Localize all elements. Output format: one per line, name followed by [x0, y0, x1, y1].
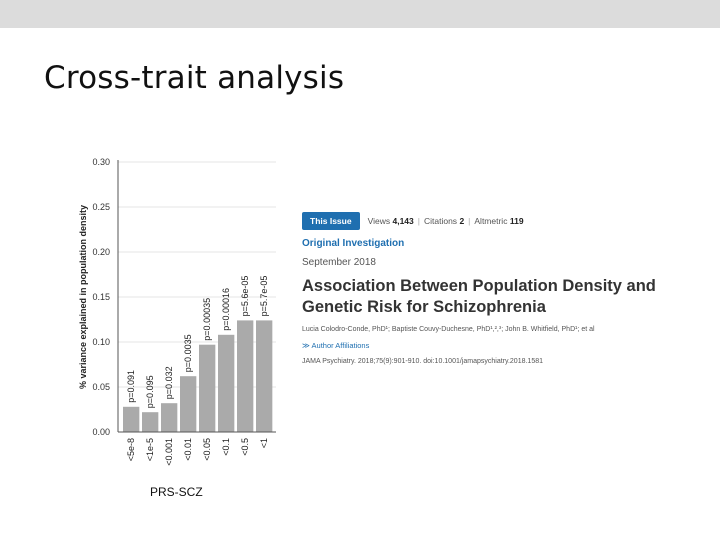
y-tick-label: 0.30 — [92, 157, 110, 167]
article-citation: JAMA Psychiatry. 2018;75(9):901-910. doi… — [302, 358, 702, 365]
bar — [180, 376, 196, 432]
y-tick-label: 0.00 — [92, 427, 110, 437]
x-tick-label: <1e-5 — [145, 438, 155, 461]
x-tick-label: <0.5 — [240, 438, 250, 456]
bar-annotation: p=0.095 — [145, 375, 155, 408]
y-tick-label: 0.15 — [92, 292, 110, 302]
this-issue-button[interactable]: This Issue — [302, 212, 360, 230]
altmetric-stat: Altmetric 119 — [474, 216, 523, 226]
bar — [142, 412, 158, 432]
bar-annotation: p=0.091 — [126, 370, 136, 403]
x-tick-label: <5e-8 — [126, 438, 136, 461]
citations-stat: Citations 2 — [424, 216, 464, 226]
x-tick-label: <1 — [259, 438, 269, 448]
article-type: Original Investigation — [302, 238, 702, 249]
y-tick-label: 0.05 — [92, 382, 110, 392]
bar-annotation: p=0.00016 — [221, 288, 231, 331]
altmetric-value: 119 — [510, 216, 524, 226]
bar-annotation: p=0.032 — [164, 366, 174, 399]
x-tick-label: <0.01 — [183, 438, 193, 461]
x-tick-label: <0.001 — [164, 438, 174, 466]
bar — [237, 320, 253, 432]
x-tick-label: <0.05 — [202, 438, 212, 461]
x-tick-label: <0.1 — [221, 438, 231, 456]
bar-annotation: p=5.6e-05 — [240, 276, 250, 317]
y-tick-label: 0.10 — [92, 337, 110, 347]
bar — [256, 320, 272, 432]
article-snippet: This Issue Views 4,143 | Citations 2 | A… — [302, 212, 702, 365]
article-date: September 2018 — [302, 257, 702, 268]
article-authors: Lucia Colodro-Conde, PhD¹; Baptiste Couv… — [302, 326, 702, 333]
y-tick-label: 0.25 — [92, 202, 110, 212]
bar — [218, 335, 234, 432]
chart-caption: PRS-SCZ — [150, 485, 203, 499]
views-label: Views — [368, 216, 391, 226]
meta-divider: | — [418, 216, 420, 226]
bar — [199, 345, 215, 432]
article-meta-row: This Issue Views 4,143 | Citations 2 | A… — [302, 212, 702, 230]
bar — [161, 403, 177, 432]
views-value: 4,143 — [392, 216, 413, 226]
y-axis-label: % variance explained in population densi… — [78, 205, 88, 389]
views-stat: Views 4,143 — [368, 216, 414, 226]
altmetric-label: Altmetric — [474, 216, 507, 226]
meta-divider: | — [468, 216, 470, 226]
bar-annotation: p=5.7e-05 — [259, 276, 269, 317]
author-affiliations-link[interactable]: ≫ Author Affiliations — [302, 341, 702, 350]
citations-label: Citations — [424, 216, 457, 226]
y-tick-label: 0.20 — [92, 247, 110, 257]
citations-value: 2 — [459, 216, 464, 226]
bar — [123, 407, 139, 432]
bar-annotation: p=0.0035 — [183, 334, 193, 372]
article-title: Association Between Population Density a… — [302, 276, 682, 318]
bar-annotation: p=0.00035 — [202, 298, 212, 341]
